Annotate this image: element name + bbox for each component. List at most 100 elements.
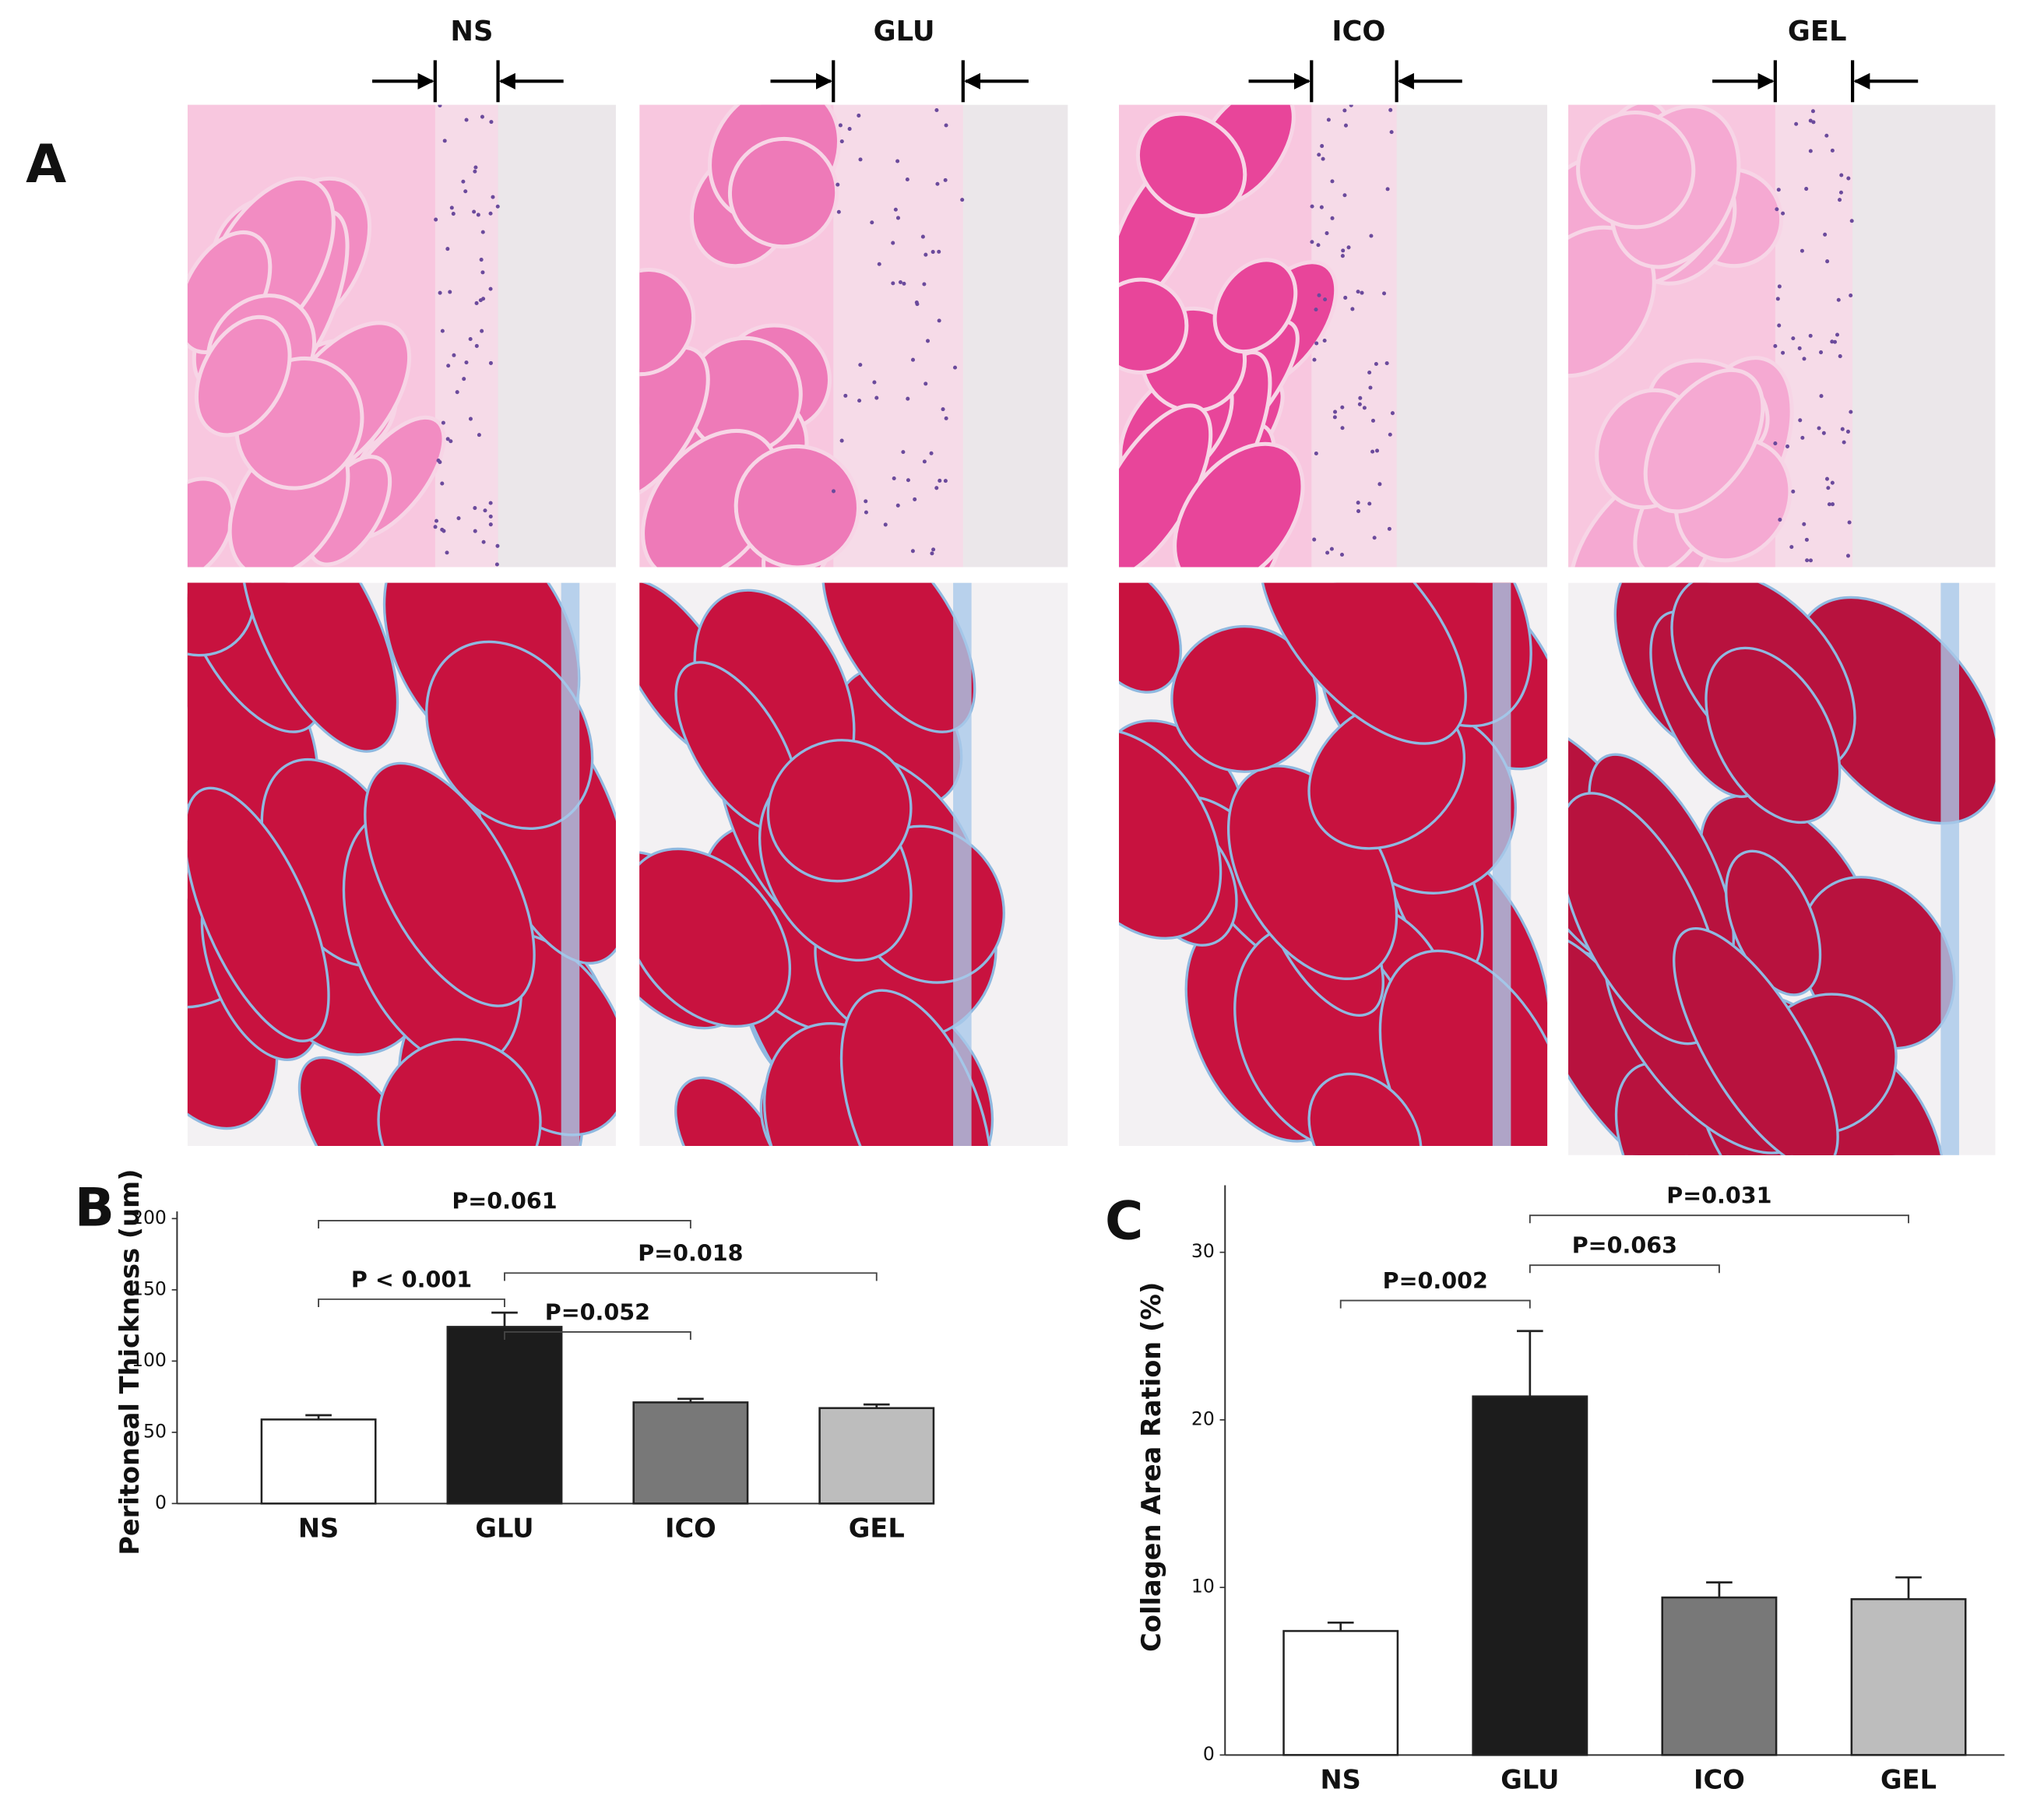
y-tick-label: 0 xyxy=(155,1492,167,1513)
muscle-fiber xyxy=(727,136,839,249)
nucleus xyxy=(1358,395,1363,400)
nucleus xyxy=(1317,293,1321,297)
nucleus xyxy=(1781,211,1785,216)
nucleus xyxy=(925,339,931,343)
nucleus xyxy=(1340,254,1345,258)
nucleus xyxy=(1776,188,1781,192)
nucleus xyxy=(1810,109,1815,114)
nucleus xyxy=(1341,248,1346,253)
y-tick-label: 0 xyxy=(1203,1743,1215,1765)
nucleus xyxy=(923,252,928,257)
muscle-bundle xyxy=(1118,582,1182,694)
nucleus xyxy=(1804,537,1809,542)
nucleus xyxy=(479,258,484,262)
nucleus xyxy=(893,207,898,212)
muscle-bundle xyxy=(377,1038,542,1147)
nucleus xyxy=(476,213,480,217)
nucleus xyxy=(836,182,840,187)
nucleus xyxy=(446,364,451,368)
nucleus xyxy=(495,543,500,548)
nucleus xyxy=(434,518,439,523)
nucleus xyxy=(1835,332,1840,337)
significance-bracket xyxy=(1339,1299,1531,1309)
nucleus xyxy=(895,159,900,163)
nucleus xyxy=(442,139,447,143)
nucleus xyxy=(858,157,863,162)
masson-stain-image xyxy=(1568,582,1996,1155)
nucleus xyxy=(483,508,487,513)
nucleus xyxy=(464,118,469,122)
nucleus xyxy=(455,390,459,395)
nucleus xyxy=(906,478,910,483)
nucleus xyxy=(864,499,868,504)
nucleus xyxy=(445,437,450,441)
he-stain-image xyxy=(1118,104,1548,568)
y-tick-label: 50 xyxy=(143,1420,167,1442)
nucleus xyxy=(1343,295,1348,300)
nucleus xyxy=(480,270,485,275)
column-label: GEL xyxy=(1788,16,1847,47)
nucleus xyxy=(1329,547,1334,551)
nucleus xyxy=(1802,522,1807,526)
y-tick-label: 200 xyxy=(132,1207,167,1228)
nucleus xyxy=(1342,193,1347,198)
nucleus xyxy=(452,353,456,357)
nucleus xyxy=(474,343,479,348)
nucleus xyxy=(1377,482,1382,487)
muscle-bundle xyxy=(639,847,792,1028)
nucleus xyxy=(495,204,500,209)
nucleus xyxy=(489,120,494,125)
nucleus xyxy=(1777,284,1782,289)
panel-letter: A xyxy=(26,134,66,195)
nucleus xyxy=(1325,231,1329,236)
muscle-fiber xyxy=(1173,441,1305,568)
collagen-layer xyxy=(1492,582,1511,1147)
nucleus xyxy=(891,241,895,245)
nucleus xyxy=(463,189,468,194)
nucleus xyxy=(1836,297,1841,302)
nucleus xyxy=(1310,240,1314,244)
nucleus xyxy=(913,497,917,501)
muscle-fiber xyxy=(1643,367,1765,514)
muscle-bundle xyxy=(240,582,399,753)
nucleus xyxy=(1798,418,1803,423)
nucleus xyxy=(1367,370,1372,375)
nucleus xyxy=(1824,476,1830,481)
nucleus xyxy=(910,549,915,554)
nucleus xyxy=(1773,441,1778,446)
nucleus xyxy=(1819,394,1824,399)
nucleus xyxy=(464,360,469,365)
nucleus xyxy=(480,230,485,234)
x-tick-label: NS xyxy=(1321,1764,1361,1794)
muscle-bundle xyxy=(1673,926,1839,1155)
nucleus xyxy=(1339,552,1345,557)
bar xyxy=(1472,1395,1588,1756)
nucleus xyxy=(1384,361,1389,366)
nucleus xyxy=(891,281,895,286)
muscle-bundle xyxy=(1118,728,1223,940)
nucleus xyxy=(920,234,925,239)
nucleus xyxy=(1838,198,1842,202)
bar xyxy=(1661,1596,1778,1756)
nucleus xyxy=(1773,343,1778,349)
p-value: P=0.031 xyxy=(1666,1183,1771,1209)
nucleus xyxy=(944,416,948,420)
nucleus xyxy=(473,529,477,533)
nucleus xyxy=(870,220,874,225)
nucleus xyxy=(438,290,442,295)
nucleus xyxy=(473,506,477,511)
he-stain-image xyxy=(187,104,616,568)
nucleus xyxy=(1350,307,1355,311)
nucleus xyxy=(448,290,452,294)
x-tick-label: ICO xyxy=(665,1513,716,1543)
nucleus xyxy=(480,329,484,333)
nucleus xyxy=(1357,402,1362,406)
nucleus xyxy=(1326,118,1331,122)
nucleus xyxy=(1830,339,1835,344)
nucleus xyxy=(449,206,454,210)
nucleus xyxy=(922,459,927,464)
nucleus xyxy=(478,298,483,303)
muscle-bundle xyxy=(1705,646,1842,824)
significance-bracket xyxy=(318,1298,505,1307)
